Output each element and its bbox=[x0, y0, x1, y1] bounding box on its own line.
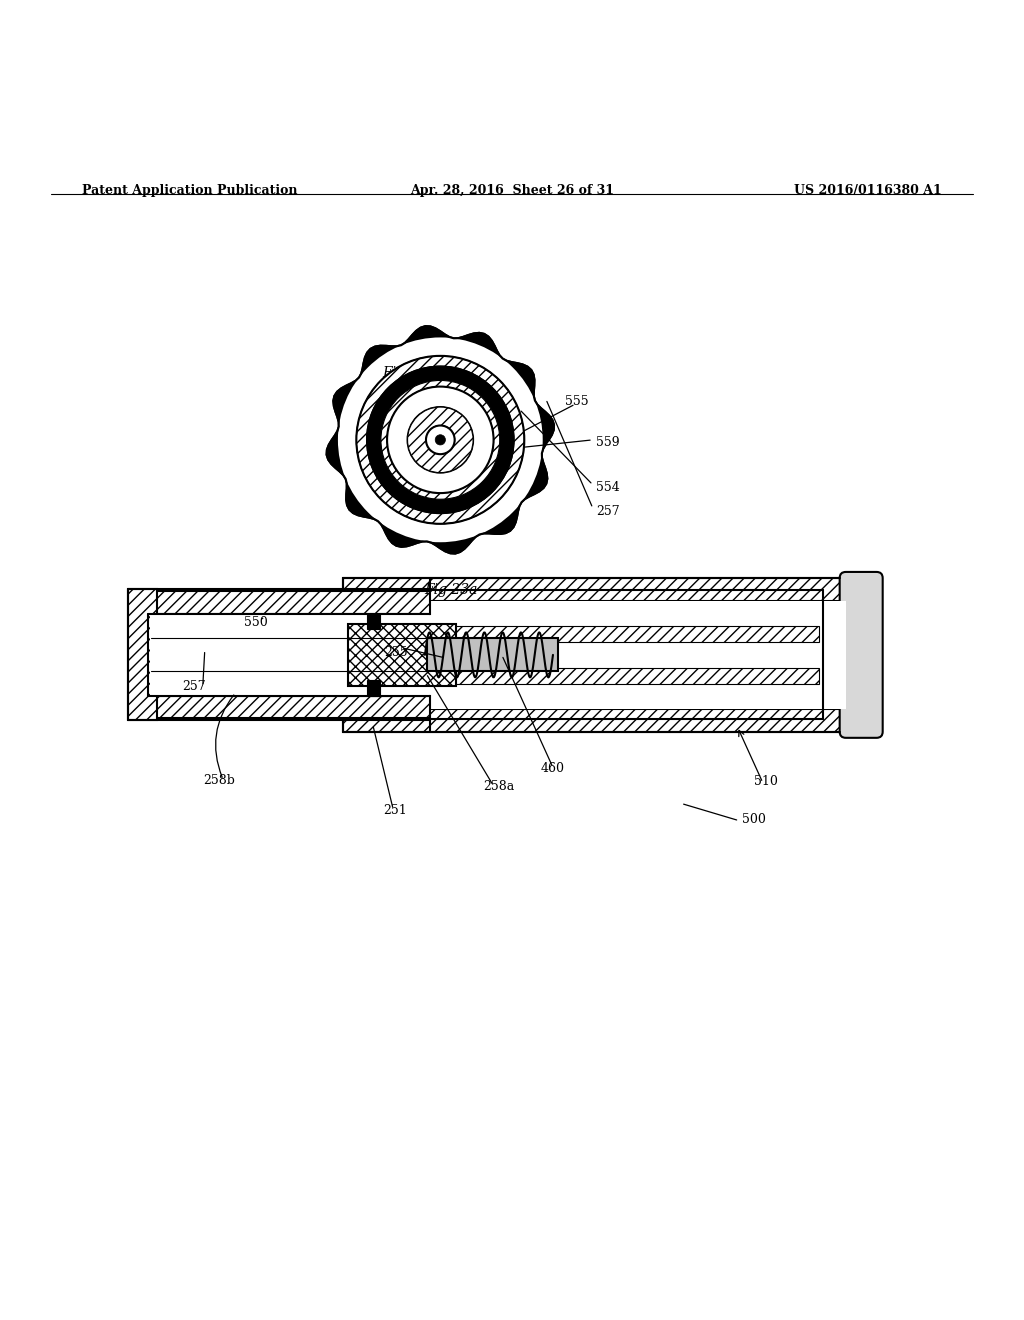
Bar bbox=[128, 589, 157, 721]
Text: 559: 559 bbox=[596, 437, 620, 449]
Text: 258a: 258a bbox=[483, 780, 515, 793]
Bar bbox=[148, 696, 430, 718]
Text: 510: 510 bbox=[754, 775, 777, 788]
Text: US 2016/0116380 A1: US 2016/0116380 A1 bbox=[795, 183, 942, 197]
Bar bbox=[343, 578, 850, 601]
Bar bbox=[150, 615, 429, 694]
Bar bbox=[343, 601, 824, 709]
Bar bbox=[343, 709, 850, 731]
Bar bbox=[367, 681, 380, 696]
Text: 258b: 258b bbox=[203, 774, 234, 787]
Text: 460: 460 bbox=[541, 762, 564, 775]
Text: 555: 555 bbox=[565, 396, 589, 408]
Bar bbox=[367, 614, 380, 630]
Wedge shape bbox=[367, 366, 514, 513]
Polygon shape bbox=[327, 326, 554, 553]
Text: Fig 23b: Fig 23b bbox=[383, 366, 436, 380]
Text: 550: 550 bbox=[244, 616, 267, 628]
Text: 257: 257 bbox=[182, 680, 206, 693]
Bar bbox=[148, 591, 430, 614]
Text: Patent Application Publication: Patent Application Publication bbox=[82, 183, 297, 197]
Wedge shape bbox=[408, 407, 473, 473]
Bar bbox=[456, 626, 819, 642]
Text: 251: 251 bbox=[383, 804, 407, 817]
Wedge shape bbox=[356, 356, 524, 524]
Bar bbox=[456, 668, 819, 684]
Bar bbox=[427, 639, 558, 672]
Text: 257: 257 bbox=[596, 506, 620, 517]
Circle shape bbox=[408, 407, 473, 473]
Text: Fig 23a: Fig 23a bbox=[424, 583, 477, 597]
Circle shape bbox=[435, 434, 445, 445]
Circle shape bbox=[387, 387, 494, 494]
Text: 255: 255 bbox=[384, 645, 408, 659]
Circle shape bbox=[338, 338, 543, 543]
Text: Apr. 28, 2016  Sheet 26 of 31: Apr. 28, 2016 Sheet 26 of 31 bbox=[410, 183, 614, 197]
FancyBboxPatch shape bbox=[840, 572, 883, 738]
Bar bbox=[348, 624, 456, 685]
Text: 554: 554 bbox=[596, 482, 620, 495]
Text: 500: 500 bbox=[742, 813, 766, 826]
Bar bbox=[823, 601, 846, 709]
Circle shape bbox=[426, 425, 455, 454]
Wedge shape bbox=[381, 380, 500, 499]
